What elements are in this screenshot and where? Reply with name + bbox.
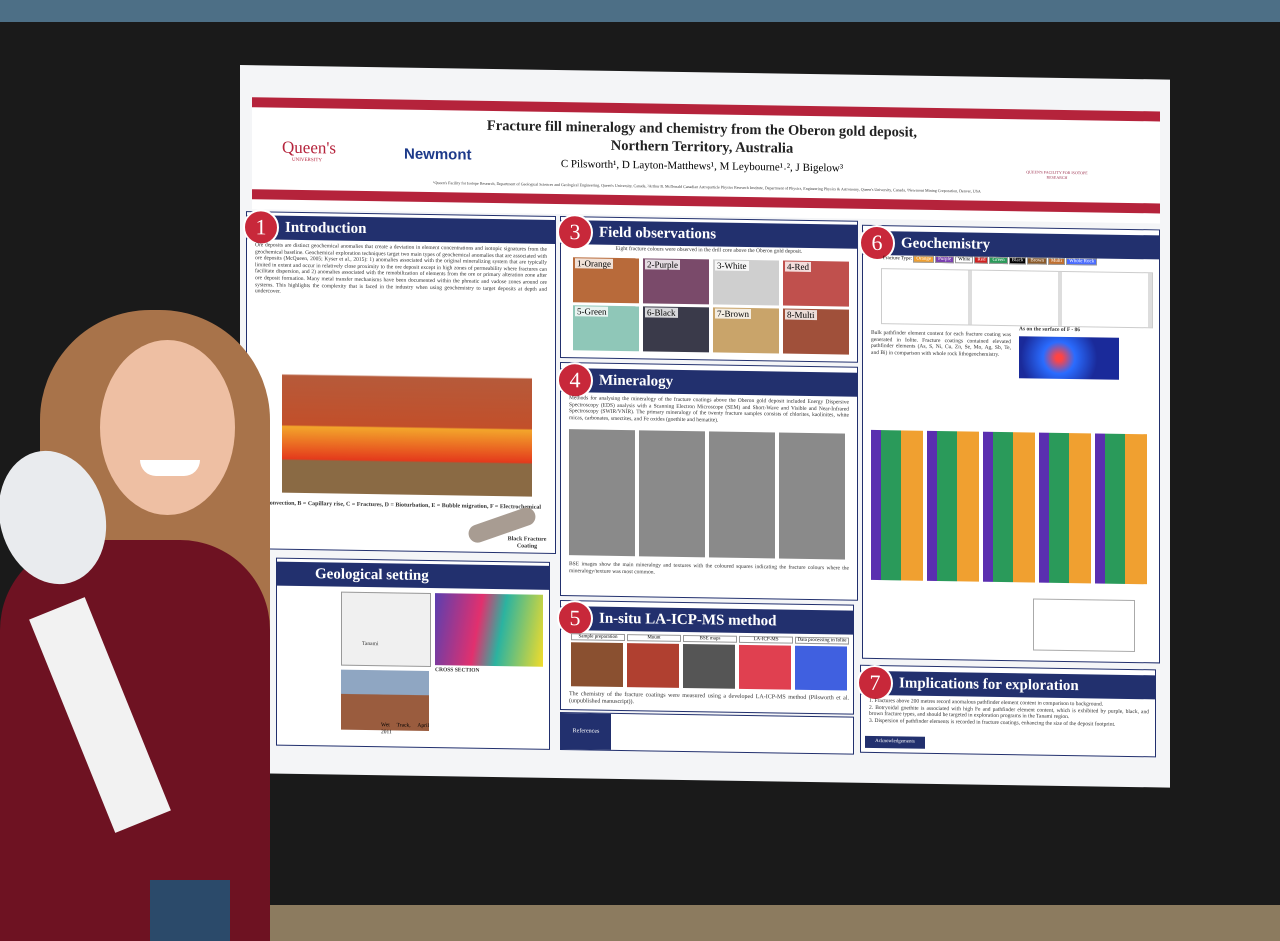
poster: Queen's UNIVERSITY Newmont QUEEN'S FACIL… [240, 65, 1170, 788]
references: References [560, 712, 854, 755]
header: Queen's UNIVERSITY Newmont QUEEN'S FACIL… [252, 97, 1160, 224]
section: Introduction 1 Ore deposits are distinct … [243, 209, 556, 554]
paragraph: Methods for analysing the mineralogy of … [569, 395, 849, 424]
section-heading: Mineralogy [561, 368, 857, 397]
sample-photo: 5-Green [573, 305, 639, 352]
sample-label: 8-Multi [785, 309, 817, 321]
list: 1. Fractures above 200 metres record ano… [869, 698, 1149, 729]
figure-caption: A = Convection, B = Capillary rise, C = … [255, 500, 542, 511]
sample-photo: 1-Orange [573, 257, 639, 304]
paragraph: Bulk pathfinder element content for each… [871, 329, 1011, 358]
method-steps: Sample preparation Mount BSE maps LA-ICP-MS… [571, 633, 849, 691]
step-label: Data processing in Iolite [795, 636, 849, 645]
legend-entry: Purple [935, 255, 955, 264]
legend-entry: White [955, 256, 974, 264]
caption: The chemistry of the fracture coatings w… [569, 691, 849, 705]
sample-grid: 1-Orange 2-Purple 3-White 4-Red 5-Green 6-Bla… [573, 257, 853, 357]
caption: BSE images show the main mineralogy and … [569, 561, 849, 576]
step-label: LA-ICP-MS [739, 635, 793, 644]
step-label: Mount [627, 634, 681, 642]
legend-entry: Orange [913, 255, 935, 263]
image-label: Black Fracture Coating [507, 536, 547, 550]
sample-photo: 8-Multi [783, 308, 849, 355]
step-label: BSE maps [683, 634, 737, 643]
section-heading: Geochemistry [863, 230, 1159, 260]
legend-entry: Multi [1047, 257, 1066, 265]
logo: QUEEN'S FACILITY FOR ISOTOPE RESEARCH [1026, 169, 1088, 180]
section-heading: Introduction [247, 215, 555, 244]
map: Tanami [341, 591, 431, 668]
step-label: Sample preparation [571, 633, 625, 642]
sample-photo: 2-Purple [643, 258, 709, 305]
legend-title: Fracture Type: [883, 256, 913, 262]
title: Fracture fill mineralogy and chemistry f… [432, 116, 972, 160]
legend-entry: Green [989, 256, 1008, 265]
step-image [571, 642, 623, 688]
section-number: 4 [557, 361, 593, 399]
smile [140, 460, 200, 476]
header-stripe [252, 97, 1160, 122]
sample-label: 1-Orange [575, 258, 613, 269]
sample-label: 6-Black [645, 307, 678, 318]
sample-photo: 7-Brown [713, 307, 779, 354]
section: Geochemistry 6 Fracture Type: Orange Purpl… [859, 224, 1160, 664]
section-number: 1 [243, 209, 279, 246]
section-number: 5 [557, 599, 593, 637]
section-heading: Field observations [561, 220, 857, 249]
legend-title: CROSS SECTION [435, 667, 480, 674]
map-label: Tanami [362, 640, 379, 648]
sample-label: 3-White [715, 260, 749, 271]
sample-label: 4-Red [785, 261, 811, 272]
legend-entry: Brown [1027, 257, 1047, 265]
cross-section [435, 593, 543, 667]
section-heading: Geological setting [277, 561, 549, 590]
sample-photo: 6-Black [643, 306, 709, 353]
box-plots [881, 268, 1153, 329]
logo: Queen's [282, 137, 337, 158]
section: Implications for exploration 7 1. Fractur… [857, 664, 1156, 758]
references-label: References [561, 713, 611, 750]
sample-label: 5-Green [575, 306, 609, 317]
bse-images [569, 429, 849, 560]
acknowledgements-label: Acknowledgements [865, 735, 925, 749]
depth-sections [871, 429, 1151, 585]
sample-label: 7-Brown [715, 308, 751, 320]
logo-sub: UNIVERSITY [292, 157, 322, 164]
scatter-plot [1033, 598, 1135, 653]
sample-photo: 4-Red [783, 260, 849, 307]
step-image [739, 644, 791, 690]
section: Geological setting Tanami Wet Track, Apr… [276, 557, 550, 750]
sample-photo: 3-White [713, 259, 779, 306]
photo: Wet Track, April 2011 [341, 669, 429, 735]
step-image [683, 643, 735, 689]
face [100, 340, 235, 515]
legend-entry: Red [974, 256, 989, 264]
step-image [795, 645, 847, 691]
badge [150, 880, 230, 941]
step-image [627, 643, 679, 688]
section-heading: In-situ LA-ICP-MS method [561, 606, 853, 635]
ceiling [0, 0, 1280, 22]
map-label: As on the surface of F - 86 [1019, 326, 1081, 334]
section: In-situ LA-ICP-MS method 5 Sample prepara… [557, 599, 854, 715]
section-heading: Implications for exploration [861, 670, 1155, 700]
figure [282, 322, 532, 497]
photo-label: Wet Track, April 2011 [381, 722, 429, 735]
element-map [1019, 336, 1119, 380]
section: Field observations 3 Eight fracture colou… [557, 213, 858, 363]
sample-label: 2-Purple [645, 259, 680, 270]
paragraph: Ore deposits are distinct geochemical an… [255, 242, 547, 295]
section: Mineralogy 4 Methods for analysing the mi… [557, 361, 858, 601]
legend-entry: Black [1008, 257, 1027, 265]
section-number: 7 [857, 664, 893, 702]
legend-entry: Whole Rock [1066, 257, 1098, 266]
